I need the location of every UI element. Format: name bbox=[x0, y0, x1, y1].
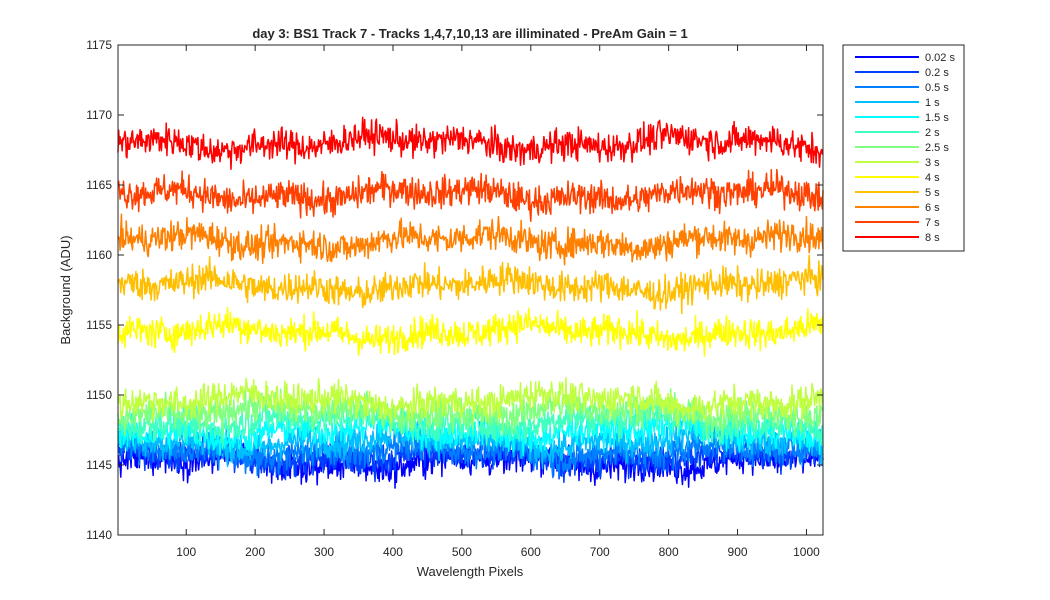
plot-frame bbox=[117, 44, 824, 536]
x-axis-label: Wavelength Pixels bbox=[417, 564, 524, 579]
legend-item: 2.5 s bbox=[855, 142, 949, 154]
legend-label: 2.5 s bbox=[925, 142, 949, 154]
legend-label: 1 s bbox=[925, 97, 940, 109]
legend-items: 0.02 s 0.2 s 0.5 s 1 s 1.5 s 2 s 2.5 s 3 s 4 s 5 … bbox=[855, 52, 955, 244]
x-tick-label: 900 bbox=[728, 545, 748, 559]
legend-label: 8 s bbox=[925, 232, 940, 244]
legend-label: 6 s bbox=[925, 202, 940, 214]
series-line bbox=[117, 423, 824, 479]
y-tick-label: 1150 bbox=[86, 388, 112, 402]
plot-area: 100 200 300 400 500 600 700 800 900 1000 1140 1145… bbox=[86, 38, 824, 559]
legend-label: 1.5 s bbox=[925, 112, 949, 124]
legend-item: 1.5 s bbox=[855, 112, 949, 124]
legend-item: 0.02 s bbox=[855, 52, 955, 64]
legend-item: 7 s bbox=[855, 217, 940, 229]
x-tick-label: 800 bbox=[659, 545, 679, 559]
x-tick-label: 600 bbox=[521, 545, 541, 559]
y-tick-label: 1140 bbox=[86, 528, 112, 542]
y-axis-label: Background (ADU) bbox=[58, 235, 73, 344]
x-tick-label: 500 bbox=[452, 545, 472, 559]
x-tick-label: 300 bbox=[314, 545, 334, 559]
y-tick-label: 1165 bbox=[86, 178, 112, 192]
legend-label: 2 s bbox=[925, 127, 940, 139]
y-tick-label: 1175 bbox=[86, 38, 112, 52]
x-tick-label: 200 bbox=[245, 545, 265, 559]
legend-label: 0.02 s bbox=[925, 52, 955, 64]
series-line bbox=[117, 436, 824, 489]
legend-item: 0.5 s bbox=[855, 82, 949, 94]
x-tick-label: 700 bbox=[590, 545, 610, 559]
legend-label: 3 s bbox=[925, 157, 940, 169]
legend-label: 7 s bbox=[925, 217, 940, 229]
legend: 0.02 s 0.2 s 0.5 s 1 s 1.5 s 2 s 2.5 s 3 s 4 s 5 … bbox=[842, 44, 965, 252]
series-line bbox=[117, 377, 824, 425]
y-tick-label: 1170 bbox=[86, 108, 112, 122]
legend-item: 3 s bbox=[855, 157, 940, 169]
chart-title: day 3: BS1 Track 7 - Tracks 1,4,7,10,13 … bbox=[252, 26, 687, 41]
legend-item: 4 s bbox=[855, 172, 940, 184]
legend-item: 2 s bbox=[855, 127, 940, 139]
legend-item: 8 s bbox=[855, 232, 940, 244]
series-line bbox=[117, 254, 824, 315]
series-line bbox=[117, 213, 824, 266]
y-axis-ticks: 1140 1145 1150 1155 1160 1165 1170 1175 bbox=[86, 38, 823, 542]
y-tick-label: 1155 bbox=[86, 318, 112, 332]
series-line bbox=[117, 116, 824, 170]
legend-item: 6 s bbox=[855, 202, 940, 214]
legend-item: 0.2 s bbox=[855, 67, 949, 79]
x-axis-ticks: 100 200 300 400 500 600 700 800 900 1000 bbox=[176, 45, 820, 559]
x-tick-label: 400 bbox=[383, 545, 403, 559]
series-line bbox=[117, 306, 824, 357]
legend-item: 5 s bbox=[855, 187, 940, 199]
legend-label: 4 s bbox=[925, 172, 940, 184]
series-line bbox=[117, 385, 824, 440]
x-tick-label: 100 bbox=[176, 545, 196, 559]
legend-item: 1 s bbox=[855, 97, 940, 109]
legend-label: 0.2 s bbox=[925, 67, 949, 79]
series-line bbox=[117, 168, 824, 222]
y-tick-label: 1145 bbox=[86, 458, 112, 472]
y-tick-label: 1160 bbox=[86, 248, 112, 262]
x-tick-label: 1000 bbox=[793, 545, 820, 559]
legend-label: 0.5 s bbox=[925, 82, 949, 94]
legend-label: 5 s bbox=[925, 187, 940, 199]
series-lines bbox=[117, 116, 824, 489]
